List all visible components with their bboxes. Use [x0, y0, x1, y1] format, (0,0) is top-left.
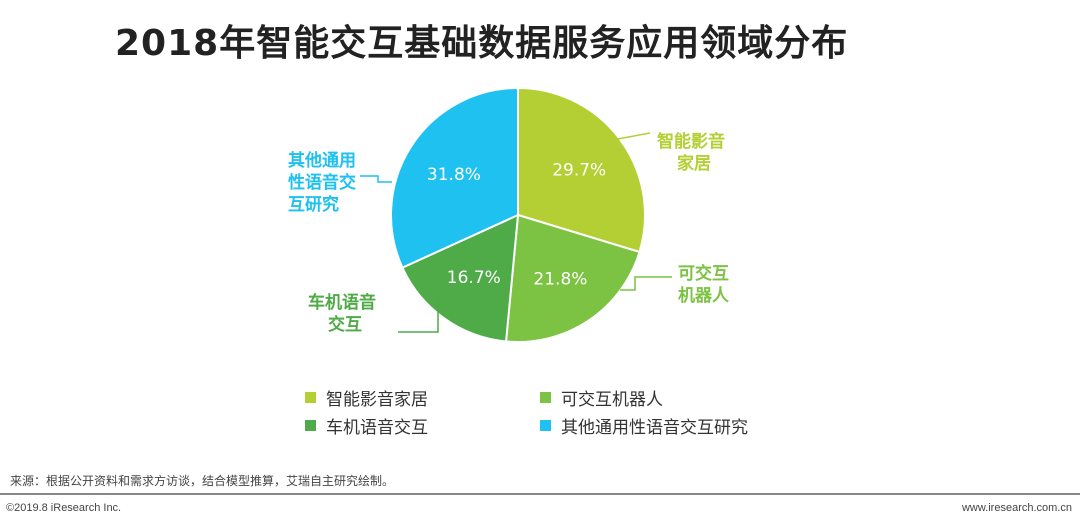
legend-swatch	[540, 392, 551, 403]
footer-divider	[0, 493, 1080, 495]
website-url: www.iresearch.com.cn	[961, 502, 1072, 514]
legend-item-car-voice: 车机语音交互	[305, 413, 428, 438]
callout-line: 性语音交	[288, 173, 356, 193]
legend-label: 可交互机器人	[561, 390, 663, 410]
legend-swatch	[540, 420, 551, 431]
copyright: ©2019.8 iResearch Inc.	[6, 502, 122, 514]
pie-slice-interactive-robot	[504, 213, 641, 343]
leader-line	[398, 296, 439, 333]
callout-label-smart-av-home: 智能影音 家居	[657, 131, 725, 175]
pie-chart: 29.7% 21.8% 16.7% 31.8%	[360, 86, 672, 343]
callout-line: 机器人	[678, 286, 729, 306]
callout-line: 智能影音	[657, 132, 725, 152]
callout-line: 交互	[328, 315, 362, 335]
slice-value-label: 29.7%	[552, 161, 606, 181]
pie-slice-car-voice	[401, 213, 520, 343]
source-note: 来源：根据公开资料和需求方访谈，结合模型推算，艾瑞自主研究绘制。	[10, 474, 395, 488]
leader-line	[360, 175, 392, 183]
legend-label: 其他通用性语音交互研究	[561, 418, 748, 438]
legend-swatch	[305, 420, 316, 431]
leader-line	[620, 276, 672, 291]
slice-value-label: 31.8%	[427, 165, 481, 185]
slice-value-label: 16.7%	[447, 268, 501, 288]
leader-line	[611, 132, 651, 141]
legend-swatch	[305, 392, 316, 403]
legend-item-interactive-robot: 可交互机器人	[540, 385, 663, 410]
callout-line: 互研究	[288, 195, 339, 215]
legend-label: 车机语音交互	[326, 418, 428, 438]
slice-value-label: 21.8%	[533, 269, 587, 289]
callout-line: 可交互	[678, 264, 729, 284]
legend-item-other-voice: 其他通用性语音交互研究	[540, 413, 748, 438]
callout-line: 家居	[677, 154, 711, 174]
callout-line: 车机语音	[308, 293, 376, 313]
pie-slice-other-voice	[390, 86, 519, 269]
callout-line: 其他通用	[288, 151, 356, 171]
chart-title: 2018年智能交互基础数据服务应用领域分布	[115, 23, 849, 64]
callout-label-interactive-robot: 可交互 机器人	[678, 263, 729, 307]
callout-label-other-voice: 其他通用 性语音交 互研究	[288, 150, 356, 216]
legend-item-smart-av-home: 智能影音家居	[305, 385, 428, 410]
pie-slice-smart-av-home	[517, 86, 646, 254]
callout-label-car-voice: 车机语音 交互	[308, 292, 376, 336]
legend-label: 智能影音家居	[326, 390, 428, 410]
